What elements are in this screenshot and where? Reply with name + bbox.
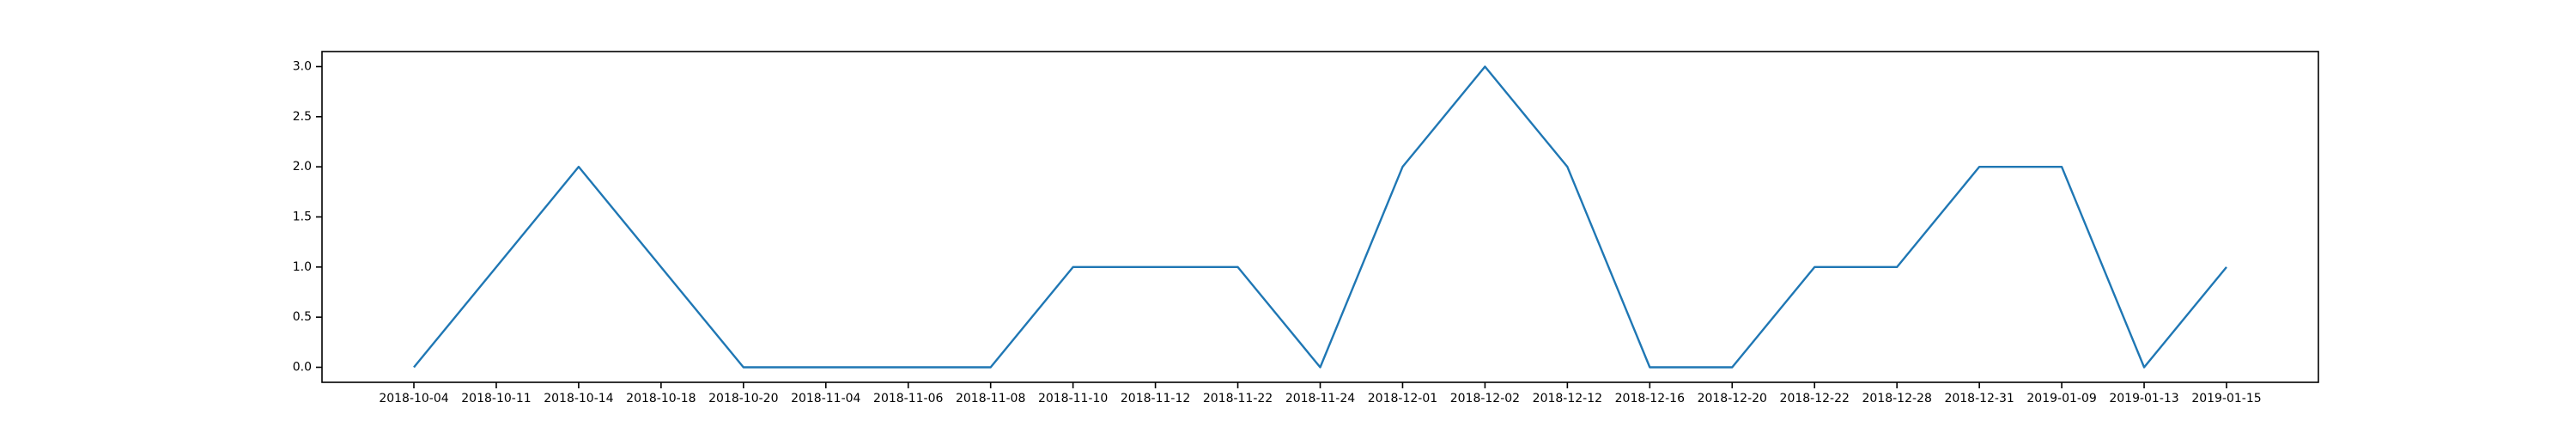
x-tick-label: 2018-12-31 <box>1944 392 2014 406</box>
x-tick-label: 2018-10-04 <box>379 392 448 406</box>
series-line <box>414 67 2227 368</box>
x-tick-label: 2018-11-04 <box>791 392 860 406</box>
x-tick-label: 2018-12-12 <box>1533 392 1602 406</box>
x-tick-label: 2018-12-28 <box>1862 392 1931 406</box>
x-tick-label: 2018-10-14 <box>544 392 613 406</box>
x-tick-label: 2018-10-18 <box>626 392 696 406</box>
x-tick-label: 2018-12-02 <box>1450 392 1520 406</box>
x-tick-label: 2019-01-09 <box>2026 392 2096 406</box>
x-axis: 2018-10-04 2018-10-11 2018-10-14 2018-10-18… <box>379 382 2261 406</box>
x-tick-label: 2018-11-24 <box>1285 392 1355 406</box>
x-tick-label: 2018-11-08 <box>956 392 1025 406</box>
x-tick-label: 2018-12-01 <box>1368 392 1437 406</box>
x-tick-label: 2018-12-22 <box>1780 392 1850 406</box>
series-layer <box>414 66 2227 367</box>
y-tick-label: 0.0 <box>293 361 312 375</box>
y-tick-label: 3.0 <box>293 60 312 74</box>
y-tick-label: 2.0 <box>293 160 312 174</box>
y-tick-label: 1.0 <box>293 260 312 274</box>
x-tick-label: 2018-12-16 <box>1615 392 1685 406</box>
y-tick-label: 0.5 <box>293 310 312 324</box>
x-tick-label: 2018-11-12 <box>1121 392 1190 406</box>
x-tick-label: 2018-11-06 <box>873 392 943 406</box>
x-tick-label: 2018-11-10 <box>1038 392 1108 406</box>
y-axis: 0.0 0.5 1.0 1.5 2.0 2.5 3.0 <box>293 60 322 375</box>
x-tick-label: 2019-01-15 <box>2191 392 2261 406</box>
y-tick-label: 2.5 <box>293 110 312 124</box>
x-tick-label: 2018-11-22 <box>1203 392 1273 406</box>
plot-frame <box>322 52 2318 382</box>
x-tick-label: 2018-10-11 <box>461 392 531 406</box>
x-tick-label: 2018-10-20 <box>708 392 778 406</box>
x-tick-label: 2019-01-13 <box>2109 392 2178 406</box>
y-tick-label: 1.5 <box>293 210 312 224</box>
x-tick-label: 2018-12-20 <box>1698 392 1767 406</box>
